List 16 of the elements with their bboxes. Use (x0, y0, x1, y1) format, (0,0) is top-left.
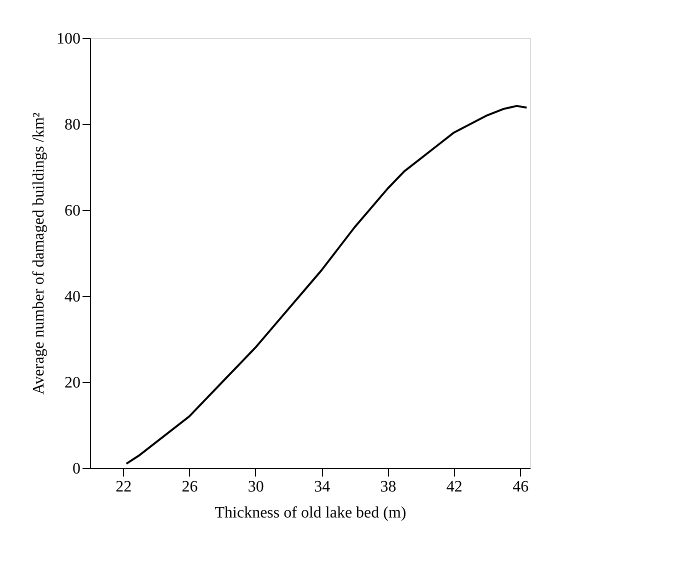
y-tick-label: 20 (64, 374, 80, 392)
x-tick-label: 42 (446, 478, 462, 496)
x-tick-label: 26 (182, 478, 198, 496)
y-tick-label: 40 (64, 288, 80, 306)
y-axis-title: Average number of damaged buildings /km² (30, 112, 48, 395)
y-tick-label: 60 (64, 202, 80, 220)
y-tick-label: 100 (56, 30, 80, 48)
x-axis-title: Thickness of old lake bed (m) (214, 504, 406, 522)
x-tick-label: 30 (248, 478, 264, 496)
y-tick-label: 0 (72, 460, 80, 478)
x-tick-label: 46 (512, 478, 529, 496)
x-tick-label: 38 (380, 478, 396, 496)
y-tick-label: 80 (64, 116, 80, 134)
line-series (125, 104, 528, 465)
x-tick-label: 22 (116, 478, 132, 496)
x-tick-label: 34 (314, 478, 330, 496)
